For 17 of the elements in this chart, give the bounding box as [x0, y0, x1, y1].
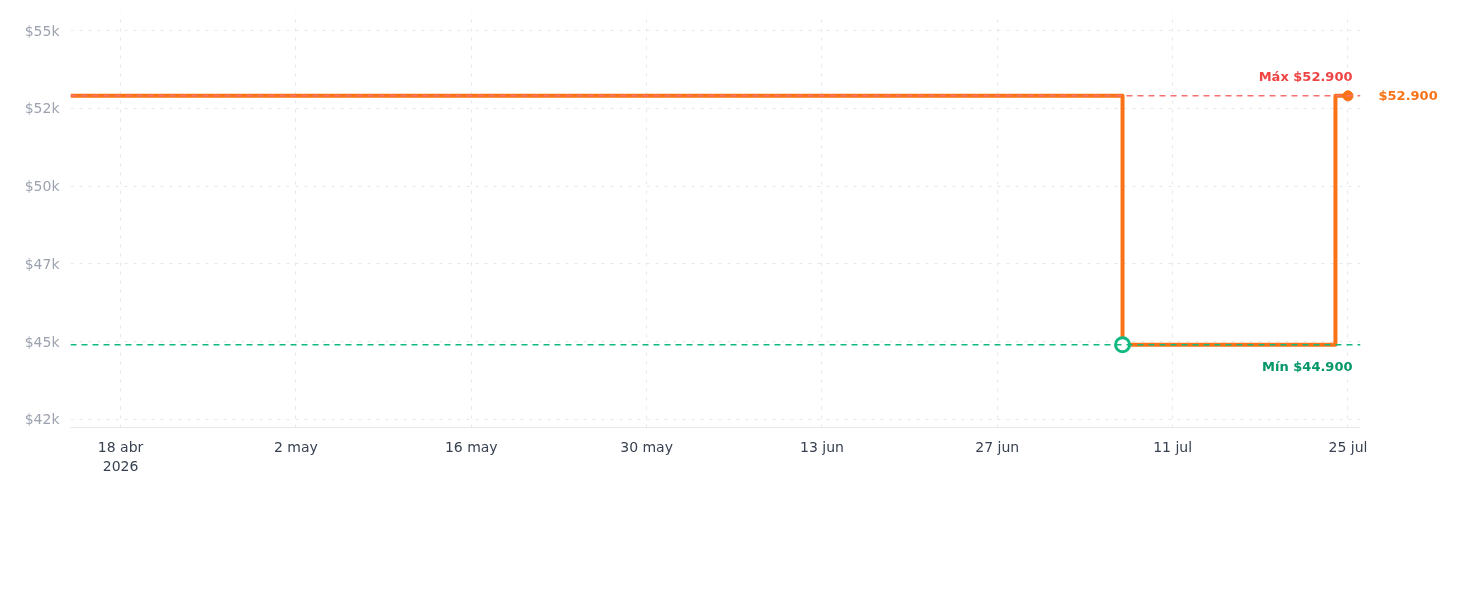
y-tick-label: $47k	[24, 255, 61, 272]
x-tick-label: 2 may	[274, 438, 318, 455]
x-tick-label: 16 may	[444, 438, 498, 455]
y-tick-label: $45k	[24, 333, 61, 350]
y-tick-label: $50k	[24, 178, 61, 195]
ref-line-label: Mín $44.900	[1262, 358, 1353, 374]
x-tick-label: 18 abr 2026	[97, 438, 144, 474]
x-tick-label: 30 may	[620, 438, 674, 455]
x-tick-label: 25 jul	[1328, 438, 1368, 455]
y-tick-label: $52k	[24, 100, 61, 117]
ref-line-label: Máx $52.900	[1258, 68, 1353, 84]
x-tick-label: 11 jul	[1153, 438, 1193, 455]
annotation: $52.900	[1378, 88, 1438, 104]
y-tick-label: $42k	[24, 411, 61, 428]
x-tick-label: 13 jun	[800, 438, 844, 455]
y-tick-label: $55k	[24, 22, 61, 39]
x-tick-label: 27 jun	[975, 438, 1020, 455]
